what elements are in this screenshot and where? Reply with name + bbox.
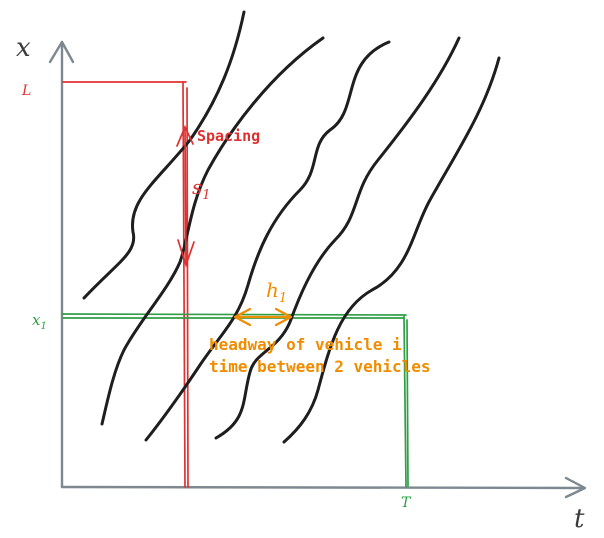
- x1-label: x1: [32, 311, 47, 332]
- headway-line-2: time between 2 vehicles: [209, 357, 431, 376]
- trajectory-5: [282, 56, 501, 444]
- spacing-annotation: Spacing s1: [176, 124, 260, 268]
- spacing-reference: L: [21, 81, 189, 488]
- t-axis-label: t: [574, 504, 585, 534]
- L-label: L: [21, 83, 31, 99]
- spacing-arrow-shaft: [184, 127, 187, 265]
- T-line-stroke2: [406, 319, 409, 487]
- spacing-symbol: s1: [192, 175, 211, 203]
- headway-symbol: h1: [266, 278, 287, 306]
- T-label: T: [401, 495, 412, 511]
- T-line: [403, 315, 407, 488]
- time-cut-line-stroke2: [186, 87, 189, 488]
- headway-arrow-right-head: [274, 307, 293, 327]
- x-axis-arrowhead: [48, 40, 75, 64]
- spacing-title: Spacing: [197, 127, 260, 145]
- trajectory-3: [144, 40, 391, 442]
- trajectory-1: [82, 10, 246, 300]
- trajectory-4: [214, 36, 461, 440]
- spacing-arrow-top-head: [176, 124, 194, 147]
- headway-annotation: h1 headway of vehicle i time between 2 v…: [209, 278, 431, 376]
- headway-arrow-left-head: [233, 307, 252, 327]
- axes: x t: [16, 33, 587, 534]
- t-axis-line: [60, 485, 586, 490]
- vehicle-trajectories: [82, 10, 501, 444]
- headway-line-1: headway of vehicle i: [209, 335, 402, 354]
- spacing-arrow-bottom-head: [177, 239, 195, 268]
- x-axis-label: x: [16, 33, 31, 63]
- t-axis-arrowhead: [564, 476, 587, 499]
